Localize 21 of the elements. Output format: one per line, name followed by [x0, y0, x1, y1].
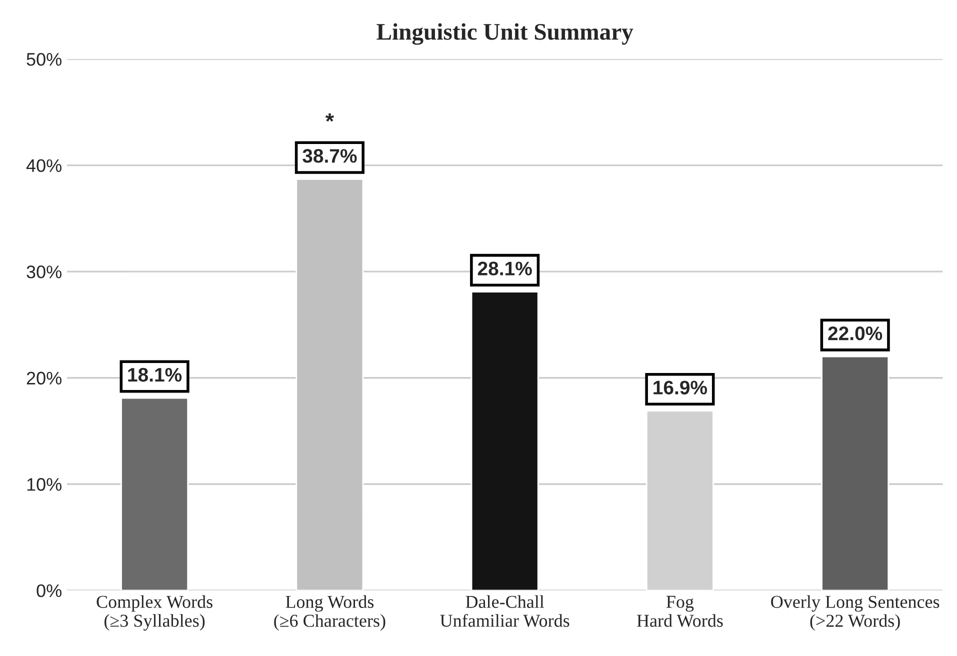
x-tick-label: Long Words (≥6 Characters) [274, 595, 386, 631]
data-label: 18.1% [128, 368, 182, 382]
y-tick-label: 40% [26, 159, 62, 172]
x-tick-label: Fog Hard Words [636, 596, 723, 627]
y-tick-label: 50% [26, 52, 62, 66]
y-tick-label: 10% [27, 478, 62, 491]
y-tick-label: 30% [26, 266, 62, 278]
bar [470, 291, 539, 590]
x-tick-label: Complex Words (≥3 Syllables) [96, 595, 212, 631]
data-label: 16.9% [654, 380, 708, 394]
bar [821, 356, 890, 590]
x-tick-label: Dale-Chall Unfamiliar Words [440, 595, 570, 627]
data-label: 22.0% [828, 326, 882, 340]
annotation: * [325, 113, 334, 122]
chart-title: Linguistic Unit Summary [376, 23, 634, 45]
data-label: 38.7% [302, 149, 357, 163]
y-tick-label: 0% [36, 584, 62, 598]
data-label: 28.1% [478, 262, 532, 276]
x-tick-label: Overly Long Sentences (>22 Words) [771, 595, 940, 631]
y-tick-label: 20% [26, 372, 62, 385]
bar [120, 397, 189, 590]
